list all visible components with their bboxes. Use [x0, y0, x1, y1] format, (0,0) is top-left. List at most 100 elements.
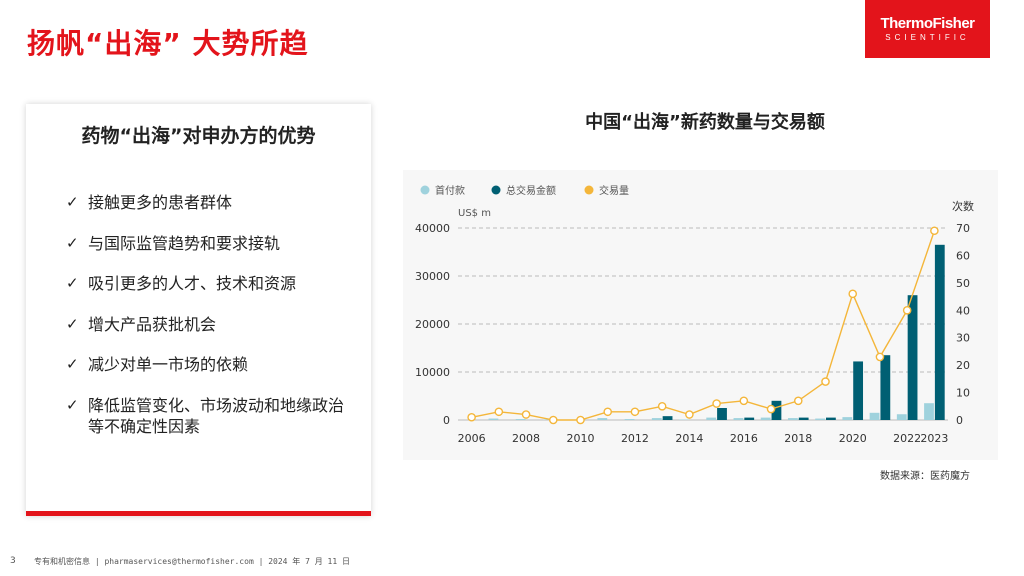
bar-down-payment: [815, 418, 825, 420]
y-right-tick-label: 20: [956, 359, 970, 372]
page-number: 3: [10, 556, 16, 566]
card-heading: 药物“出海”对申办方的优势: [81, 125, 316, 147]
list-item-text: 接触更多的患者群体: [88, 193, 233, 212]
y-left-tick-label: 40000: [415, 222, 450, 235]
x-tick-label: 2008: [512, 432, 540, 445]
point-deal-count: [930, 226, 939, 236]
advantages-card: 药物“出海”对申办方的优势 ✓ 接触更多的患者群体 ✓ 与国际监管趋势和要求接轨 ✓…: [26, 104, 371, 516]
bar-down-payment: [869, 412, 880, 420]
list-item: ✓ 接触更多的患者群体: [66, 192, 356, 213]
point-deal-count: [848, 289, 858, 299]
point-deal-count: [875, 352, 885, 362]
line-deal-count: [471, 230, 936, 421]
card-accent-bar: [26, 511, 371, 516]
bar-total-deal-value: [662, 416, 673, 420]
y-right-unit: 次数: [952, 199, 974, 213]
x-tick-label: 2023: [920, 432, 948, 445]
y-left-tick-label: 20000: [415, 318, 450, 331]
list-item: ✓ 降低监管变化、市场波动和地缘政治等不确定性因素: [66, 395, 356, 437]
legend-label: 交易量: [599, 184, 629, 197]
bar-total-deal-value: [826, 417, 836, 420]
bar-total-deal-value: [853, 361, 864, 420]
y-right-tick-label: 0: [956, 414, 963, 427]
point-deal-count: [548, 415, 558, 425]
y-left-unit: US$ m: [458, 208, 491, 219]
bar-down-payment: [896, 414, 907, 420]
list-item: ✓ 增大产品获批机会: [66, 314, 356, 335]
legend-marker: [584, 185, 594, 195]
footer: 3 专有和机密信息 | pharmaservices@thermofisher.…: [0, 552, 1024, 576]
y-right-tick-label: 40: [956, 304, 970, 317]
y-left-tick-label: 10000: [415, 366, 450, 379]
y-left-tick-label: 30000: [415, 270, 450, 283]
check-icon: ✓: [66, 233, 79, 252]
list-item-text: 降低监管变化、市场波动和地缘政治等不确定性因素: [88, 395, 345, 436]
x-tick-label: 2020: [839, 432, 867, 445]
x-tick-label: 2022: [893, 432, 921, 445]
point-deal-count: [685, 410, 694, 419]
legend-label: 总交易金额: [506, 184, 556, 197]
point-deal-count: [630, 407, 640, 417]
bar-down-payment: [515, 419, 526, 420]
bar-down-payment: [760, 417, 771, 420]
point-deal-count: [467, 412, 476, 422]
y-right-tick-label: 70: [956, 222, 970, 235]
x-tick-label: 2014: [675, 432, 703, 445]
point-deal-count: [712, 399, 721, 408]
list-item: ✓ 减少对单一市场的依赖: [66, 354, 356, 375]
bar-total-deal-value: [717, 408, 727, 420]
bar-down-payment: [706, 417, 717, 420]
list-item-text: 吸引更多的人才、技术和资源: [88, 274, 297, 293]
chart: 0 10000 20000 30000 40000 0 10 20 30 40 50 60 70 US$ …: [403, 170, 998, 460]
point-deal-count: [793, 396, 803, 406]
bar-total-deal-value: [744, 417, 755, 420]
point-deal-count: [902, 305, 912, 315]
point-deal-count: [494, 407, 504, 417]
x-tick-label: 2010: [567, 432, 595, 445]
point-deal-count: [739, 396, 749, 406]
bar-down-payment: [488, 418, 499, 420]
advantages-list: ✓ 接触更多的患者群体 ✓ 与国际监管趋势和要求接轨 ✓ 吸引更多的人才、技术和资源 …: [66, 192, 356, 456]
check-icon: ✓: [66, 395, 79, 414]
x-tick-label: 2006: [458, 432, 486, 445]
bar-down-payment: [597, 418, 608, 420]
check-icon: ✓: [66, 355, 79, 373]
list-item-text: 增大产品获批机会: [88, 314, 217, 334]
y-right-tick-label: 10: [956, 387, 970, 400]
list-item-text: 与国际监管趋势和要求接轨: [88, 233, 281, 253]
bar-total-deal-value: [798, 417, 809, 420]
legend-label: 首付款: [435, 184, 465, 197]
x-tick-label: 2018: [784, 432, 812, 445]
page-title: 扬帆“出海” 大势所趋: [27, 27, 309, 60]
bar-down-payment: [733, 418, 744, 420]
y-right-tick-label: 60: [956, 249, 970, 262]
list-item-text: 减少对单一市场的依赖: [88, 355, 249, 374]
point-deal-count: [603, 407, 613, 417]
y-right-tick-label: 30: [956, 332, 970, 345]
x-tick-label: 2016: [730, 432, 758, 445]
check-icon: ✓: [66, 314, 79, 333]
legend-marker: [420, 185, 430, 195]
y-right-tick-label: 50: [956, 277, 970, 290]
list-item: ✓ 吸引更多的人才、技术和资源: [66, 273, 356, 294]
bar-total-deal-value: [934, 244, 945, 420]
check-icon: ✓: [66, 193, 79, 211]
footer-text: 专有和机密信息 | pharmaservices@thermofisher.co…: [34, 557, 351, 566]
bar-down-payment: [842, 417, 853, 420]
thermofisher-logo: ThermoFisher SCIENTIFIC: [865, 0, 990, 58]
bar-total-deal-value: [907, 295, 918, 420]
bar-down-payment: [787, 418, 798, 420]
bar-total-deal-value: [880, 355, 891, 420]
y-left-tick-label: 0: [443, 414, 450, 427]
bar-total-deal-value: [771, 400, 782, 420]
logo-line2: SCIENTIFIC: [885, 33, 970, 42]
check-icon: ✓: [66, 274, 79, 292]
source-note: 数据来源：医药魔方: [880, 471, 970, 482]
list-item: ✓ 与国际监管趋势和要求接轨: [66, 233, 356, 254]
x-tick-label: 2012: [621, 432, 649, 445]
point-deal-count: [821, 377, 830, 386]
legend-marker: [491, 185, 501, 195]
point-deal-count: [576, 415, 585, 425]
bar-down-payment: [624, 419, 635, 420]
point-deal-count: [766, 404, 776, 414]
